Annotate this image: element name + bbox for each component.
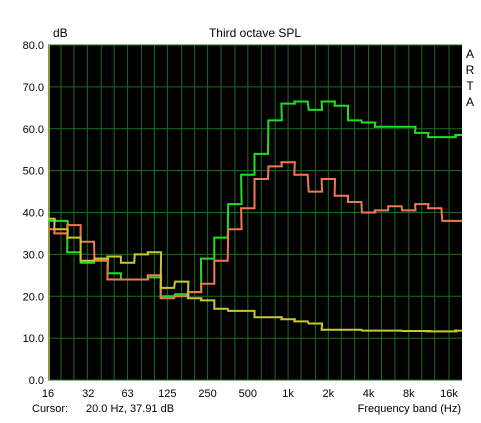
series-line-2 (48, 161, 462, 300)
x-tick-label-250: 250 (198, 388, 216, 400)
x-tick-label-8k: 8k (403, 388, 415, 400)
y-tick-label-1: 10.0 (23, 333, 44, 345)
x-tick-label-63: 63 (121, 388, 133, 400)
y-axis-unit: dB (53, 26, 68, 40)
y-tick-label-2: 20.0 (23, 291, 44, 303)
x-tick-label-1k: 1k (282, 388, 294, 400)
x-tick-label-2k: 2k (323, 388, 335, 400)
x-tick-label-16: 16 (42, 388, 54, 400)
watermark-letter-1: R (466, 63, 475, 77)
watermark-letter-0: A (466, 47, 474, 61)
x-tick-label-4k: 4k (363, 388, 375, 400)
watermark-letter-3: A (466, 95, 474, 109)
series-lines (48, 100, 462, 333)
x-tick-label-32: 32 (82, 388, 94, 400)
series-line-3 (48, 217, 462, 333)
y-tick-label-5: 50.0 (23, 166, 44, 178)
x-tick-labels: 16 32 63 125 250 500 1k 2k 4k 8k 16k (42, 388, 459, 400)
watermark-letter-2: T (466, 79, 474, 93)
y-tick-label-8: 80.0 (23, 40, 44, 52)
y-tick-label-7: 70.0 (23, 82, 44, 94)
x-axis-label: Frequency band (Hz) (357, 403, 461, 415)
chart-title: Third octave SPL (209, 26, 301, 40)
cursor-label: Cursor: (32, 403, 69, 415)
x-tick-label-500: 500 (239, 388, 257, 400)
cursor-readout: 20.0 Hz, 37.91 dB (86, 403, 175, 415)
y-tick-label-6: 60.0 (23, 124, 44, 136)
y-tick-label-3: 30.0 (23, 249, 44, 261)
y-tick-label-0: 0.0 (29, 375, 44, 387)
series-line-1 (48, 100, 462, 298)
y-tick-label-4: 40.0 (23, 208, 44, 220)
y-tick-labels: 0.0 10.0 20.0 30.0 40.0 50.0 60.0 70.0 80.0 (23, 40, 44, 387)
x-tick-label-16k: 16k (440, 388, 458, 400)
x-tick-label-125: 125 (158, 388, 176, 400)
